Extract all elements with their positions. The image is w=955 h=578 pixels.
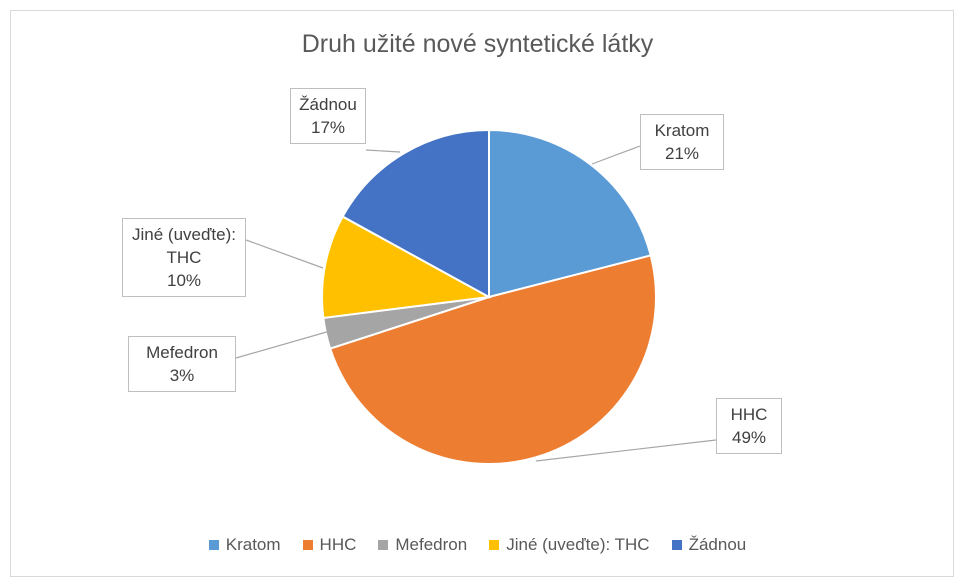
data-label: Mefedron 3% [128,336,236,392]
data-label: HHC 49% [716,398,782,454]
legend-label: Mefedron [395,535,468,554]
legend-swatch [671,540,682,550]
chart-title: Druh užité nové syntetické látky [301,30,654,58]
legend-label: Žádnou [688,535,747,554]
legend-item: Jiné (uveďte): THC [489,535,650,555]
legend-swatch [378,540,389,550]
data-label: Kratom 21% [640,114,724,170]
leader-line [245,239,324,269]
legend-item: HHC [302,535,357,555]
leader-line [535,439,717,462]
legend: Kratom HHC Mefedron Jiné (uveďte): THC Žádno… [0,535,955,555]
pie-slice [341,128,490,299]
leader-line [235,330,331,359]
pie-slice [488,128,652,299]
legend-label: Jiné (uveďte): THC [506,535,650,554]
data-label-value: 10% [166,271,202,290]
legend-label: Kratom [225,535,281,554]
leader-line [591,145,641,165]
legend-swatch [208,540,219,550]
legend-swatch [302,540,313,550]
data-label-value: 3% [169,366,195,385]
data-label-value: 49% [731,428,767,447]
data-label-category: Kratom [654,121,710,140]
pie-slice [321,215,493,320]
legend-item: Mefedron [378,535,467,555]
data-label-category: Jiné (uveďte): THC [132,225,236,267]
leader-line [365,149,401,153]
legend-item: Žádnou [671,535,747,555]
data-label-category: Mefedron [146,343,218,362]
data-label-category: Žádnou [299,95,357,114]
chart-border [10,10,954,577]
data-label-category: HHC [730,405,768,424]
data-label-value: 21% [664,144,700,163]
pie-slice [328,254,657,465]
legend-swatch [489,540,500,550]
data-label-value: 17% [310,118,346,137]
legend-label: HHC [319,535,357,554]
legend-item: Kratom [208,535,281,555]
data-label: Jiné (uveďte): THC 10% [122,218,246,297]
data-label: Žádnou 17% [290,88,366,144]
